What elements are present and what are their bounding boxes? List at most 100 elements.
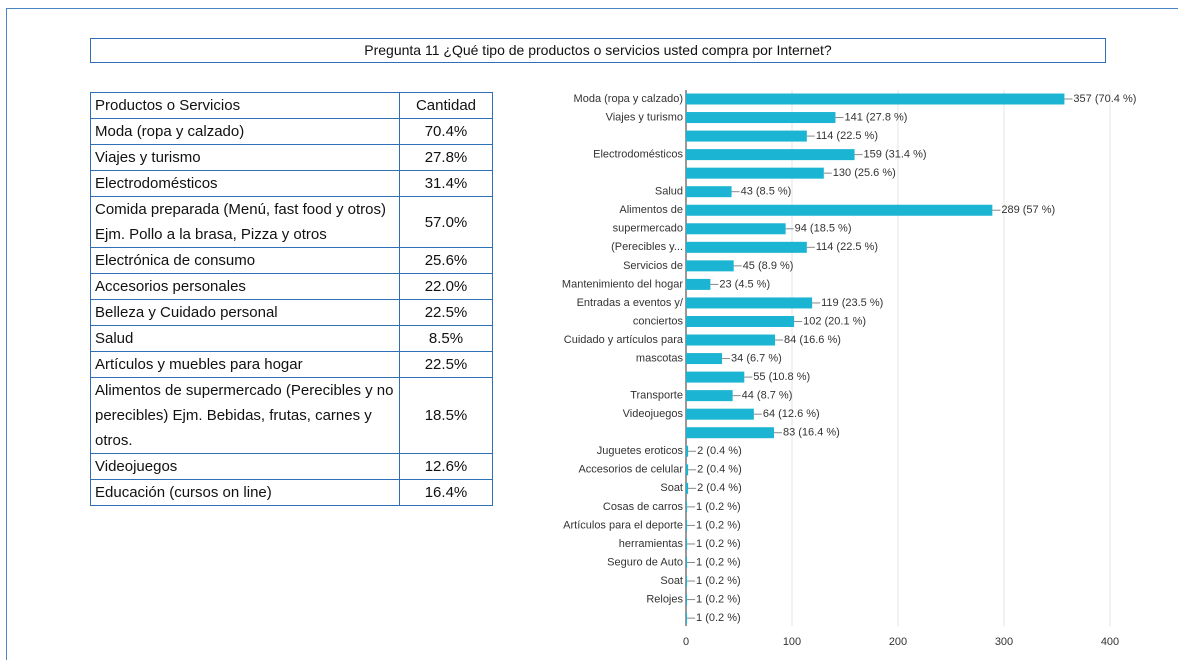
bar — [686, 575, 688, 587]
value-label: 83 (16.4 %) — [783, 427, 840, 439]
label-cell: Accesorios personales — [90, 273, 400, 300]
value-label: 130 (25.6 %) — [833, 167, 896, 179]
category-label: Videojuegos — [623, 408, 684, 420]
category-label: Salud — [655, 186, 683, 198]
table-row: Viajes y turismo 27.8% — [90, 144, 493, 171]
category-label: Entradas a eventos y/ — [577, 297, 684, 309]
category-label: Seguro de Auto — [607, 556, 683, 568]
value-label: 23 (4.5 %) — [719, 278, 770, 290]
bar — [686, 557, 688, 568]
category-label: Cuidado y artículos para — [564, 334, 684, 346]
category-label: Accesorios de celular — [578, 464, 683, 476]
label-cell: Electrodomésticos — [90, 170, 400, 197]
category-label: Soat — [660, 482, 683, 494]
category-label: Transporte — [630, 390, 683, 402]
category-label: Servicios de — [623, 260, 683, 272]
label-cell: Productos o Servicios — [90, 92, 400, 119]
table-row: Electrodomésticos 31.4% — [90, 170, 493, 197]
value-label: 159 (31.4 %) — [864, 149, 927, 161]
value-label: 43 (8.5 %) — [741, 186, 792, 198]
title: Pregunta 11 ¿Qué tipo de productos o ser… — [90, 38, 1106, 63]
header-row: Productos o Servicios Cantidad — [90, 92, 493, 119]
value-label: 141 (27.8 %) — [844, 111, 907, 123]
bar — [686, 93, 1065, 105]
value-label: 1 (0.2 %) — [696, 556, 741, 568]
label-cell: Belleza y Cuidado personal — [90, 299, 400, 326]
value-label: 1 (0.2 %) — [696, 593, 741, 605]
value-label: 1 (0.2 %) — [696, 501, 741, 513]
category-label: Juguetes eroticos — [597, 445, 684, 457]
label-cell: Electrónica de consumo — [90, 247, 400, 274]
table-row: Comida preparada (Menú, fast food y otro… — [90, 196, 493, 248]
value-label: 1 (0.2 %) — [696, 519, 741, 531]
value-label: 357 (70.4 %) — [1073, 93, 1136, 105]
category-label: Electrodomésticos — [593, 149, 683, 161]
table-row: Electrónica de consumo 25.6% — [90, 247, 493, 274]
label-cell: Alimentos de supermercado (Perecibles y … — [90, 377, 400, 454]
table-row: Moda (ropa y calzado) 70.4% — [90, 118, 493, 145]
bar — [686, 130, 807, 142]
value-label: 1 (0.2 %) — [696, 538, 741, 550]
label-cell: Videojuegos — [90, 453, 400, 480]
category-label: Cosas de carros — [603, 501, 684, 513]
frame — [6, 8, 1178, 660]
category-label: conciertos — [633, 315, 684, 327]
category-label: Mantenimiento del hogar — [562, 278, 683, 290]
bar — [686, 278, 711, 290]
bar — [686, 186, 732, 198]
value-cell: 22.5% — [399, 351, 493, 378]
bar — [686, 315, 795, 327]
bar — [686, 371, 745, 383]
value-cell: 12.6% — [399, 453, 493, 480]
value-cell: 57.0% — [399, 196, 493, 248]
category-label: Viajes y turismo — [606, 111, 683, 123]
value-label: 84 (16.6 %) — [784, 334, 841, 346]
value-cell: Cantidad — [399, 92, 493, 119]
category-label: mascotas — [636, 352, 684, 364]
bar — [686, 204, 993, 216]
value-label: 114 (22.5 %) — [816, 241, 878, 253]
bar — [686, 538, 688, 550]
x-tick-label: 200 — [889, 636, 907, 648]
table-row: Alimentos de supermercado (Perecibles y … — [90, 377, 493, 454]
value-label: 64 (12.6 %) — [763, 408, 820, 420]
bar — [686, 464, 689, 476]
value-label: 114 (22.5 %) — [816, 130, 878, 142]
bar — [686, 297, 813, 309]
table-row: Videojuegos 12.6% — [90, 453, 493, 480]
table: Productos o Servicios Cantidad Moda (ropa … — [90, 92, 493, 506]
bar — [686, 501, 688, 513]
bar — [686, 594, 688, 606]
x-tick-label: 0 — [683, 636, 689, 648]
x-tick-label: 400 — [1101, 636, 1119, 648]
category-label: Artículos para el deporte — [563, 519, 683, 531]
value-cell: 22.0% — [399, 273, 493, 300]
bar — [686, 334, 776, 346]
label-cell: Artículos y muebles para hogar — [90, 351, 400, 378]
table-row: Artículos y muebles para hogar 22.5% — [90, 351, 493, 378]
category-label: Relojes — [646, 593, 683, 605]
label-cell: Viajes y turismo — [90, 144, 400, 171]
bar — [686, 427, 774, 439]
value-label: 45 (8.9 %) — [743, 260, 794, 272]
bar — [686, 390, 733, 402]
table-row: Educación (cursos on line) 16.4% — [90, 479, 493, 506]
value-label: 44 (8.7 %) — [742, 390, 793, 402]
bar — [686, 149, 855, 161]
bar — [686, 353, 723, 365]
value-label: 119 (23.5 %) — [821, 297, 883, 309]
category-label: Alimentos de — [619, 204, 683, 216]
table-row: Salud 8.5% — [90, 325, 493, 352]
value-label: 2 (0.4 %) — [697, 445, 742, 457]
value-label: 1 (0.2 %) — [696, 575, 741, 587]
table-row: Accesorios personales 22.0% — [90, 273, 493, 300]
bar — [686, 167, 824, 179]
bar — [686, 112, 836, 124]
bar — [686, 223, 786, 235]
bar — [686, 519, 688, 531]
category-label: (Perecibles y... — [611, 241, 683, 253]
value-label: 2 (0.4 %) — [697, 482, 742, 494]
category-label: Moda (ropa y calzado) — [574, 93, 683, 105]
